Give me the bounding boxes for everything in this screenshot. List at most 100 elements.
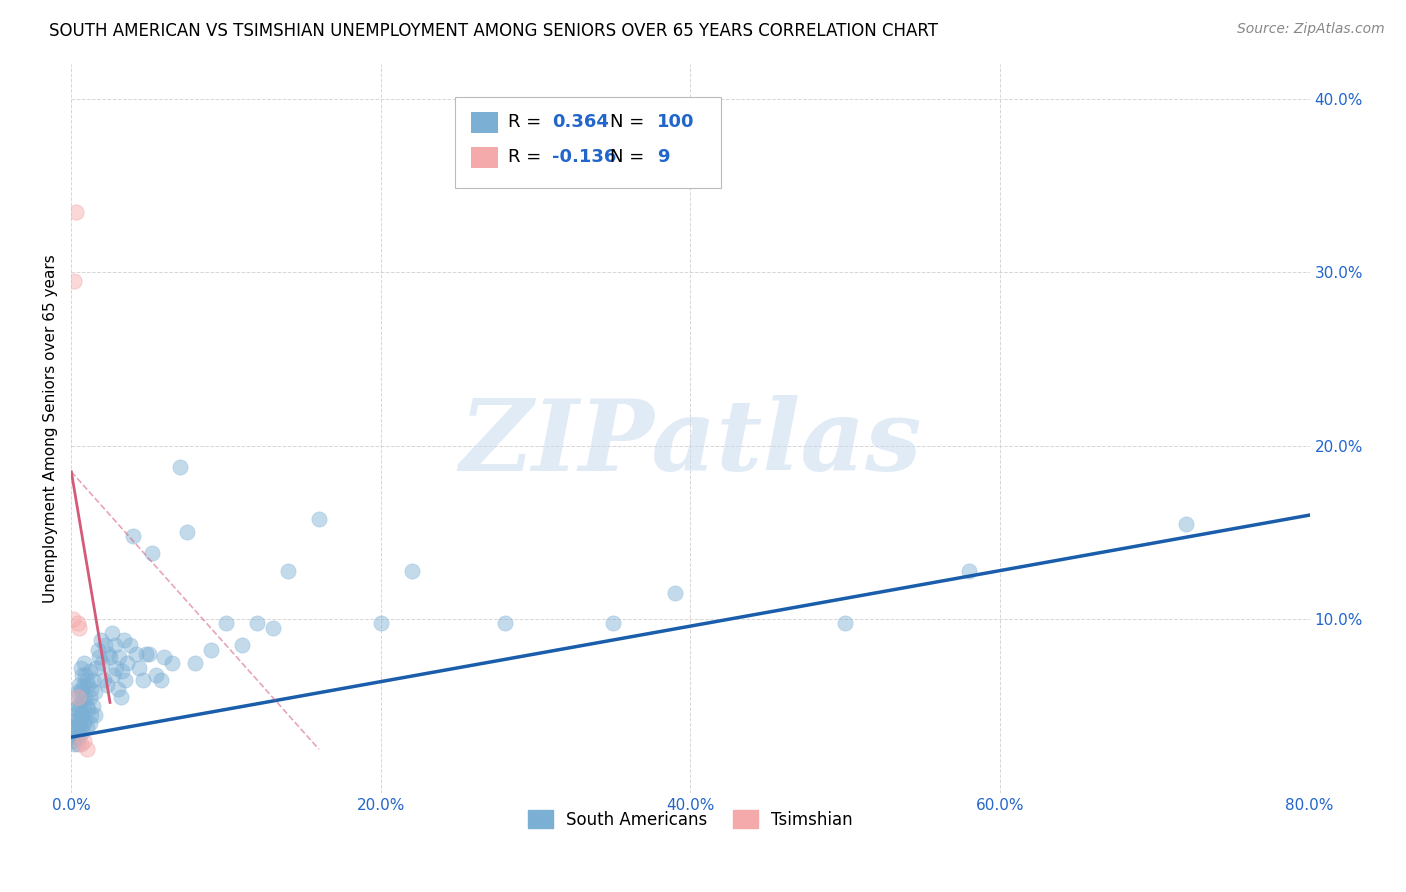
Point	[65, 730, 87, 744]
Point	[62, 725, 84, 739]
Y-axis label: Unemployment Among Seniors over 65 years: Unemployment Among Seniors over 65 years	[44, 254, 58, 603]
Text: R =: R =	[509, 113, 547, 131]
Point	[76, 720, 98, 734]
Point	[75, 713, 97, 727]
Point	[131, 673, 153, 687]
Point	[89, 650, 111, 665]
Point	[79, 716, 101, 731]
Point	[370, 615, 392, 630]
Point	[84, 661, 107, 675]
Point	[65, 690, 87, 705]
Point	[98, 650, 121, 665]
Point	[494, 615, 516, 630]
Point	[120, 638, 142, 652]
Point	[150, 673, 173, 687]
Point	[69, 720, 91, 734]
Point	[96, 678, 118, 692]
Point	[277, 564, 299, 578]
Text: N =: N =	[610, 148, 650, 166]
Point	[108, 650, 131, 665]
Point	[70, 685, 93, 699]
Point	[957, 564, 980, 578]
Text: ZIPatlas: ZIPatlas	[460, 394, 921, 491]
Point	[62, 733, 84, 747]
Point	[401, 564, 423, 578]
FancyBboxPatch shape	[471, 147, 499, 168]
Point	[63, 720, 86, 734]
Point	[73, 656, 96, 670]
Text: N =: N =	[610, 113, 650, 131]
Point	[79, 664, 101, 678]
Point	[664, 586, 686, 600]
Point	[141, 546, 163, 560]
Point	[77, 702, 100, 716]
Point	[145, 667, 167, 681]
Point	[80, 681, 103, 696]
Point	[90, 632, 112, 647]
Point	[1174, 516, 1197, 531]
Point	[834, 615, 856, 630]
Point	[115, 656, 138, 670]
Point	[77, 678, 100, 692]
FancyBboxPatch shape	[456, 97, 721, 188]
Point	[63, 274, 86, 288]
Point	[602, 615, 624, 630]
Point	[73, 695, 96, 709]
Point	[231, 638, 253, 652]
Point	[112, 632, 135, 647]
Point	[262, 621, 284, 635]
Point	[107, 681, 129, 696]
Point	[66, 698, 89, 713]
Point	[114, 673, 136, 687]
Point	[65, 702, 87, 716]
Point	[82, 698, 104, 713]
Point	[111, 664, 134, 678]
Point	[308, 511, 330, 525]
FancyBboxPatch shape	[471, 112, 499, 133]
Point	[69, 737, 91, 751]
Point	[100, 626, 122, 640]
Point	[101, 667, 124, 681]
Point	[65, 720, 87, 734]
Point	[184, 656, 207, 670]
Point	[69, 695, 91, 709]
Point	[66, 615, 89, 630]
Point	[73, 716, 96, 731]
Point	[70, 725, 93, 739]
Point	[65, 204, 87, 219]
Point	[66, 685, 89, 699]
Point	[122, 529, 145, 543]
Point	[69, 707, 91, 722]
Point	[63, 737, 86, 751]
Point	[76, 673, 98, 687]
Legend: South Americans, Tsimshian: South Americans, Tsimshian	[522, 804, 859, 835]
Point	[75, 690, 97, 705]
Point	[135, 647, 157, 661]
Point	[128, 661, 150, 675]
Point	[153, 650, 176, 665]
Point	[97, 647, 120, 661]
Point	[110, 690, 132, 705]
Point	[63, 707, 86, 722]
Point	[104, 638, 127, 652]
Point	[70, 707, 93, 722]
Point	[86, 643, 108, 657]
Point	[65, 713, 87, 727]
Point	[80, 707, 103, 722]
Point	[67, 621, 90, 635]
Point	[94, 638, 117, 652]
Point	[66, 713, 89, 727]
Point	[176, 525, 198, 540]
Point	[70, 667, 93, 681]
Text: 0.364: 0.364	[551, 113, 609, 131]
Point	[69, 681, 91, 696]
Point	[67, 678, 90, 692]
Point	[62, 612, 84, 626]
Point	[76, 742, 98, 756]
Point	[67, 730, 90, 744]
Point	[67, 716, 90, 731]
Text: 100: 100	[657, 113, 695, 131]
Point	[79, 690, 101, 705]
Point	[66, 737, 89, 751]
Point	[138, 647, 160, 661]
